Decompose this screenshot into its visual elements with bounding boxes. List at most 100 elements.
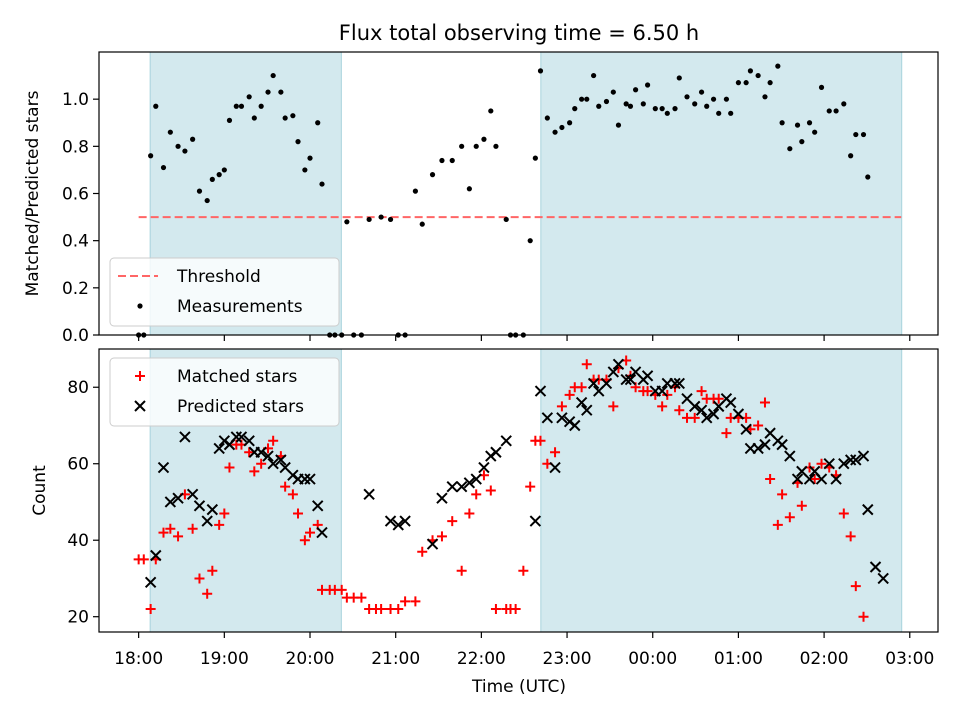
data-point (740, 423, 752, 436)
legend-label: Threshold (176, 267, 261, 287)
data-point (838, 458, 850, 470)
data-point (392, 519, 404, 531)
data-point (221, 167, 227, 173)
legend-marker (135, 371, 145, 381)
data-point (552, 129, 558, 135)
legend: Threshold Measurements (109, 257, 340, 327)
y-tick-label: 80 (67, 378, 89, 398)
data-point (214, 519, 225, 530)
legend-marker (137, 303, 143, 309)
y-tick-label: 0.6 (62, 185, 89, 205)
data-point (410, 596, 421, 607)
data-point (809, 474, 820, 485)
panel-counts: 20 40 60 80 Count Matched stars Predicted star… (30, 348, 939, 638)
data-point (216, 172, 222, 178)
data-point (290, 113, 296, 119)
data-point (640, 101, 646, 107)
data-point (384, 515, 397, 527)
data-point (299, 535, 310, 546)
data-point (830, 473, 842, 485)
x-tick-label: 02:00 (800, 649, 849, 669)
data-point (692, 101, 698, 107)
data-point (752, 442, 764, 455)
x-tick-label: 00:00 (628, 649, 677, 669)
data-point (503, 216, 509, 223)
data-point (488, 108, 494, 114)
data-point (762, 94, 768, 100)
data-point (466, 186, 472, 192)
data-point (204, 197, 210, 204)
data-point (233, 103, 239, 109)
data-point (608, 401, 619, 412)
data-point (193, 500, 206, 512)
data-point (153, 103, 159, 109)
data-point (779, 120, 785, 126)
data-point (206, 503, 219, 516)
data-point (172, 492, 184, 504)
data-point (393, 604, 404, 615)
data-point (243, 435, 255, 447)
data-point (157, 461, 170, 474)
data-point (689, 400, 701, 413)
data-point (724, 396, 737, 409)
x-tick-label: 18:00 (114, 649, 163, 669)
x-tick-label: 01:00 (714, 649, 763, 669)
data-point (446, 480, 458, 493)
data-point (299, 473, 311, 485)
data-point (456, 565, 467, 576)
data-point (194, 573, 205, 584)
data-point (695, 404, 708, 416)
data-point (150, 549, 162, 562)
data-point (463, 477, 476, 489)
data-point (500, 435, 512, 447)
legend: Matched stars Predicted stars (109, 357, 340, 427)
data-point (304, 473, 316, 485)
data-point (701, 412, 713, 424)
data-point (307, 155, 313, 161)
data-point (165, 523, 176, 534)
data-point (572, 106, 578, 112)
data-point (344, 219, 350, 225)
data-point (627, 103, 634, 109)
data-point (459, 143, 465, 149)
data-point (591, 72, 597, 79)
data-point (485, 485, 496, 496)
data-point (201, 515, 213, 527)
data-point (255, 446, 267, 458)
data-point (481, 136, 487, 142)
data-point (549, 461, 561, 474)
data-point (455, 480, 468, 493)
data-point (138, 554, 149, 565)
data-point (541, 412, 554, 424)
data-point (224, 462, 235, 473)
data-point (518, 565, 529, 576)
legend-box (109, 257, 340, 327)
data-point (167, 129, 173, 135)
data-point (436, 492, 448, 504)
data-point (676, 75, 682, 81)
data-point (674, 405, 685, 416)
data-point (815, 473, 828, 485)
data-point (732, 408, 745, 420)
data-point (144, 576, 157, 588)
data-point (305, 527, 316, 538)
data-point (534, 385, 547, 397)
data-point (187, 523, 198, 534)
data-point (716, 110, 722, 116)
legend-label: Predicted stars (177, 397, 304, 417)
data-point (537, 68, 544, 74)
legend-label: Measurements (177, 297, 303, 317)
data-point (796, 500, 807, 511)
data-point (806, 120, 813, 126)
data-point (844, 454, 857, 466)
data-point (267, 458, 279, 470)
axes-frame (98, 51, 939, 336)
data-point (249, 466, 260, 477)
x-tick-label: 03:00 (885, 649, 934, 669)
x-tick-label: 19:00 (200, 649, 249, 669)
data-point (230, 431, 243, 443)
data-point (747, 68, 754, 74)
data-point (698, 89, 705, 95)
data-point (707, 408, 720, 420)
data-point (704, 103, 710, 109)
